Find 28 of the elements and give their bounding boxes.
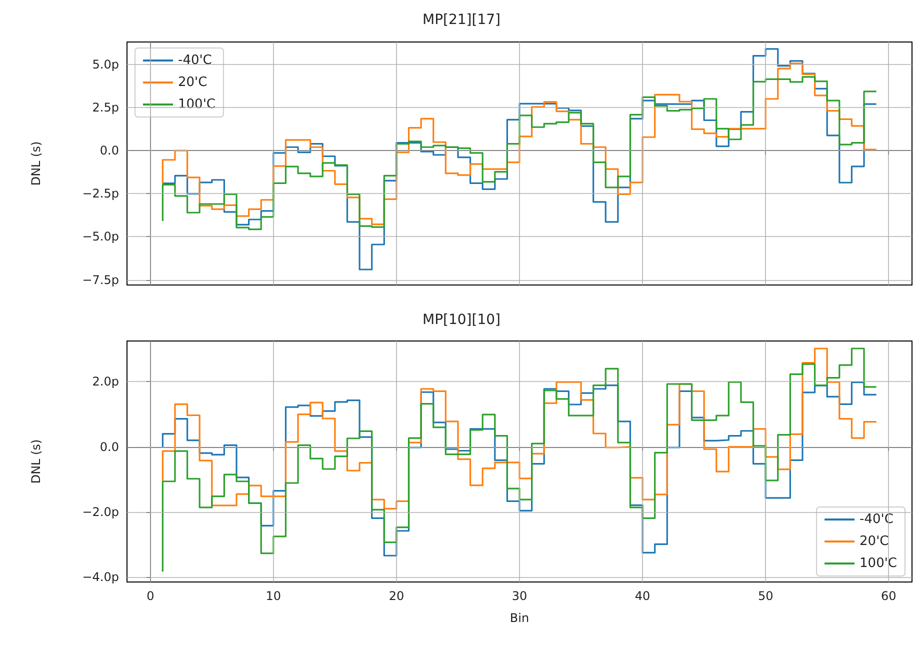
y-tick-label: 2.0p: [92, 374, 119, 389]
y-tick-label: −4.0p: [82, 570, 119, 584]
chart-title: MP[10][10]: [422, 312, 500, 328]
y-tick-label: −2.5p: [82, 186, 119, 201]
x-tick-label: 30: [512, 589, 528, 603]
legend-label: -40'C: [860, 512, 894, 527]
y-tick-label: 2.5p: [92, 100, 119, 114]
x-tick-label: 60: [880, 589, 896, 603]
y-tick-label: −5.0p: [82, 230, 119, 244]
legend-label: 20'C: [178, 75, 208, 90]
legend-label: -40'C: [178, 53, 212, 68]
y-tick-label: 5.0p: [92, 57, 119, 72]
legend-label: 100'C: [860, 556, 898, 571]
y-axis-title: DNL (s): [29, 141, 43, 186]
chart-title: MP[21][17]: [422, 12, 500, 28]
y-tick-label: 0.0: [100, 440, 119, 454]
legend-label: 100'C: [178, 97, 216, 112]
x-tick-label: 50: [758, 589, 774, 603]
x-tick-label: 0: [146, 589, 154, 603]
x-tick-label: 10: [266, 589, 282, 603]
legend-label: 20'C: [860, 534, 889, 549]
x-axis-title: Bin: [510, 611, 530, 625]
y-tick-label: −2.0p: [82, 504, 119, 519]
y-tick-label: 0.0: [100, 144, 119, 158]
x-tick-label: 40: [634, 589, 650, 603]
x-tick-label: 20: [388, 589, 404, 603]
y-axis-title: DNL (s): [29, 439, 43, 484]
y-tick-label: −7.5p: [82, 272, 119, 287]
